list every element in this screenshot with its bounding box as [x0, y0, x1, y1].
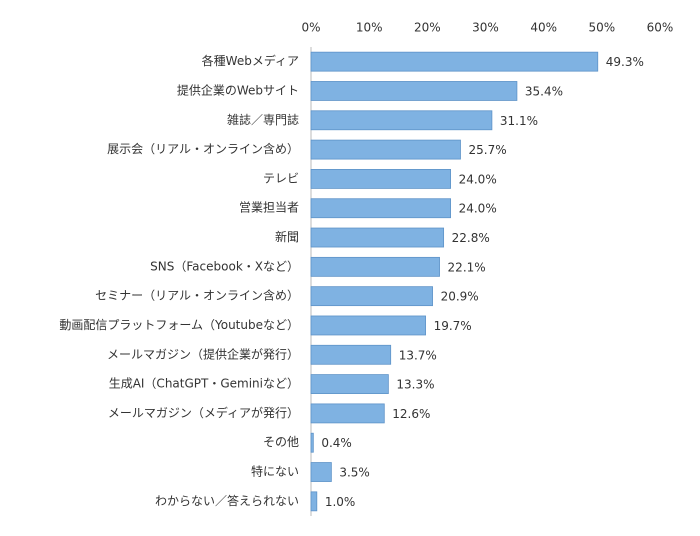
value-label: 12.6% [392, 407, 430, 421]
bar [310, 51, 599, 72]
y-tick-label: SNS（Facebook・Xなど） [150, 259, 299, 273]
y-tick-label: テレビ [263, 171, 299, 185]
y-tick-label: メールマガジン（メディアが発行） [108, 405, 299, 420]
y-tick-label: 営業担当者 [239, 201, 299, 215]
bar [310, 198, 452, 219]
bar [310, 110, 493, 131]
y-tick-label: 雑誌／専門誌 [227, 112, 299, 127]
y-tick-label: その他 [263, 435, 299, 449]
y-tick-label: 特にない [251, 464, 299, 479]
value-label: 24.0% [459, 202, 497, 216]
x-tick-label: 10% [356, 21, 383, 35]
x-tick-label: 50% [588, 21, 615, 35]
value-label: 22.1% [448, 260, 486, 274]
y-tick-label: 新聞 [275, 229, 299, 244]
bar [310, 315, 426, 336]
y-tick-label: 各種Webメディア [202, 53, 299, 68]
value-label: 13.3% [396, 378, 434, 392]
bar [310, 227, 445, 248]
bar [310, 256, 440, 277]
value-label: 1.0% [325, 495, 356, 509]
value-label: 31.1% [500, 114, 538, 128]
bar [310, 344, 392, 365]
y-tick-label: 生成AI（ChatGPT・Geminiなど） [109, 377, 299, 391]
bar [310, 286, 433, 307]
value-label: 13.7% [399, 348, 437, 362]
value-label: 35.4% [525, 84, 563, 98]
x-tick-label: 60% [647, 21, 674, 35]
y-tick-label: わからない／答えられない [155, 493, 299, 508]
bar [310, 432, 314, 453]
x-tick-label: 20% [414, 21, 441, 35]
value-label: 20.9% [441, 290, 479, 304]
value-label: 24.0% [459, 172, 497, 186]
x-tick-label: 30% [472, 21, 499, 35]
bar [310, 81, 518, 101]
x-tick-label: 40% [530, 21, 557, 35]
bar [310, 374, 389, 394]
value-label: 19.7% [434, 319, 472, 333]
bar [310, 169, 452, 189]
y-tick-label: メールマガジン（提供企業が発行） [107, 346, 299, 361]
y-tick-label: 展示会（リアル・オンライン含め） [107, 141, 299, 156]
bar [310, 403, 385, 424]
bar [310, 491, 318, 512]
bar [310, 139, 461, 160]
value-label: 22.8% [452, 231, 490, 245]
value-label: 49.3% [606, 55, 644, 69]
y-tick-label: セミナー（リアル・オンライン含め） [95, 288, 299, 303]
y-tick-label: 提供企業のWebサイト [177, 82, 299, 97]
x-tick-label: 0% [301, 21, 320, 35]
y-tick-label: 動画配信プラットフォーム（Youtubeなど） [59, 318, 299, 332]
value-label: 0.4% [321, 436, 352, 450]
bar [310, 462, 332, 482]
value-label: 25.7% [468, 143, 506, 157]
value-label: 3.5% [339, 466, 370, 480]
